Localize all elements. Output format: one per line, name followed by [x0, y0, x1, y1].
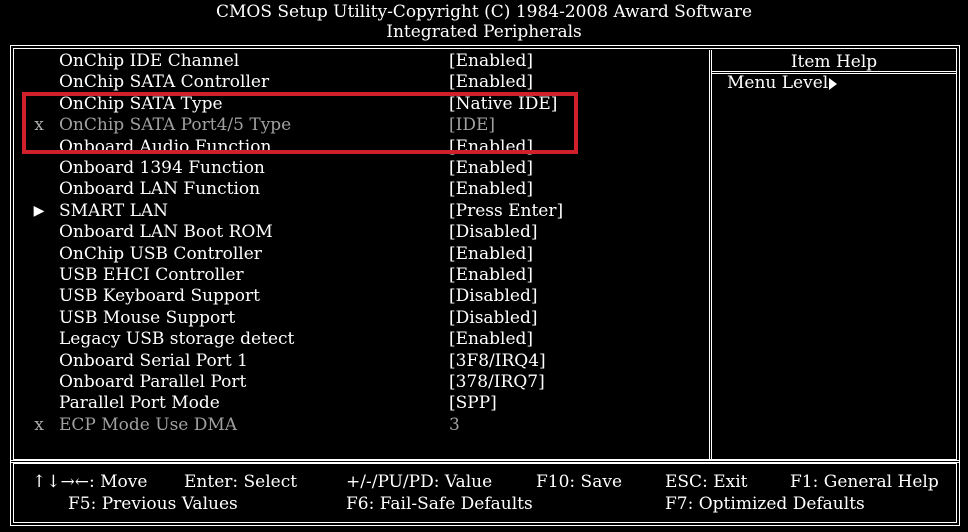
- setting-label: OnChip IDE Channel: [59, 51, 240, 71]
- setting-label: Onboard Serial Port 1: [59, 351, 248, 371]
- setting-value[interactable]: [Enabled]: [449, 158, 534, 178]
- window-title: CMOS Setup Utility-Copyright (C) 1984-20…: [215, 2, 753, 22]
- setting-label: USB Mouse Support: [59, 308, 236, 328]
- setting-value[interactable]: [Native IDE]: [449, 94, 558, 114]
- key-previous-values[interactable]: F5: Previous Values: [68, 494, 238, 514]
- key-save[interactable]: F10: Save: [536, 472, 623, 492]
- setting-label: Legacy USB storage detect: [59, 329, 295, 349]
- setting-label: Onboard 1394 Function: [59, 158, 265, 178]
- key-select: Enter: Select: [184, 472, 298, 492]
- key-exit[interactable]: ESC: Exit: [665, 472, 748, 492]
- settings-frame: [10, 45, 960, 463]
- setting-value: [IDE]: [449, 115, 496, 135]
- setting-value[interactable]: [Enabled]: [449, 265, 534, 285]
- setting-value[interactable]: [Enabled]: [449, 51, 534, 71]
- setting-value[interactable]: [SPP]: [449, 393, 497, 413]
- item-help-title: Item Help: [790, 52, 878, 72]
- key-optimized-defaults[interactable]: F7: Optimized Defaults: [665, 494, 865, 514]
- setting-value[interactable]: [Enabled]: [449, 179, 534, 199]
- setting-value[interactable]: [Disabled]: [449, 286, 538, 306]
- key-failsafe-defaults[interactable]: F6: Fail-Safe Defaults: [346, 494, 533, 514]
- setting-value[interactable]: [3F8/IRQ4]: [449, 351, 546, 371]
- setting-label: USB Keyboard Support: [59, 286, 260, 306]
- setting-value[interactable]: [378/IRQ7]: [449, 372, 545, 392]
- page-subtitle: Integrated Peripherals: [386, 22, 582, 42]
- setting-value[interactable]: [Press Enter]: [449, 201, 564, 221]
- setting-label: USB EHCI Controller: [59, 265, 244, 285]
- highlight-box: [22, 92, 578, 154]
- setting-label: OnChip USB Controller: [59, 244, 262, 264]
- setting-value[interactable]: [Enabled]: [449, 329, 534, 349]
- key-general-help[interactable]: F1: General Help: [790, 472, 939, 492]
- setting-value[interactable]: [Enabled]: [449, 72, 534, 92]
- setting-value[interactable]: [Disabled]: [449, 308, 538, 328]
- setting-label: SMART LAN: [59, 201, 169, 221]
- unavailable-mark: x: [34, 415, 44, 435]
- setting-label: Onboard Parallel Port: [59, 372, 247, 392]
- setting-label: OnChip SATA Port4/5 Type: [59, 115, 292, 135]
- setting-label: Onboard LAN Function: [59, 179, 261, 199]
- menu-level: Menu Level: [727, 73, 838, 93]
- setting-label: Parallel Port Mode: [59, 393, 220, 413]
- setting-label: Onboard LAN Boot ROM: [59, 222, 273, 242]
- unavailable-mark: x: [34, 115, 44, 135]
- setting-value[interactable]: [Disabled]: [449, 222, 538, 242]
- setting-value[interactable]: [Enabled]: [449, 244, 534, 264]
- footer-frame: [10, 460, 960, 526]
- key-move: ↑↓→←: Move: [32, 472, 148, 492]
- key-value: +/-/PU/PD: Value: [346, 472, 493, 492]
- menu-level-label: Menu Level: [727, 73, 829, 93]
- setting-label: ECP Mode Use DMA: [59, 415, 238, 435]
- submenu-arrow-icon: ▶: [33, 203, 45, 219]
- setting-label: OnChip SATA Controller: [59, 72, 270, 92]
- setting-value: 3: [449, 415, 460, 435]
- menu-level-arrow-icon: [829, 77, 838, 90]
- help-divider: [712, 71, 956, 74]
- setting-label: OnChip SATA Type: [59, 94, 223, 114]
- panel-divider: [709, 50, 712, 460]
